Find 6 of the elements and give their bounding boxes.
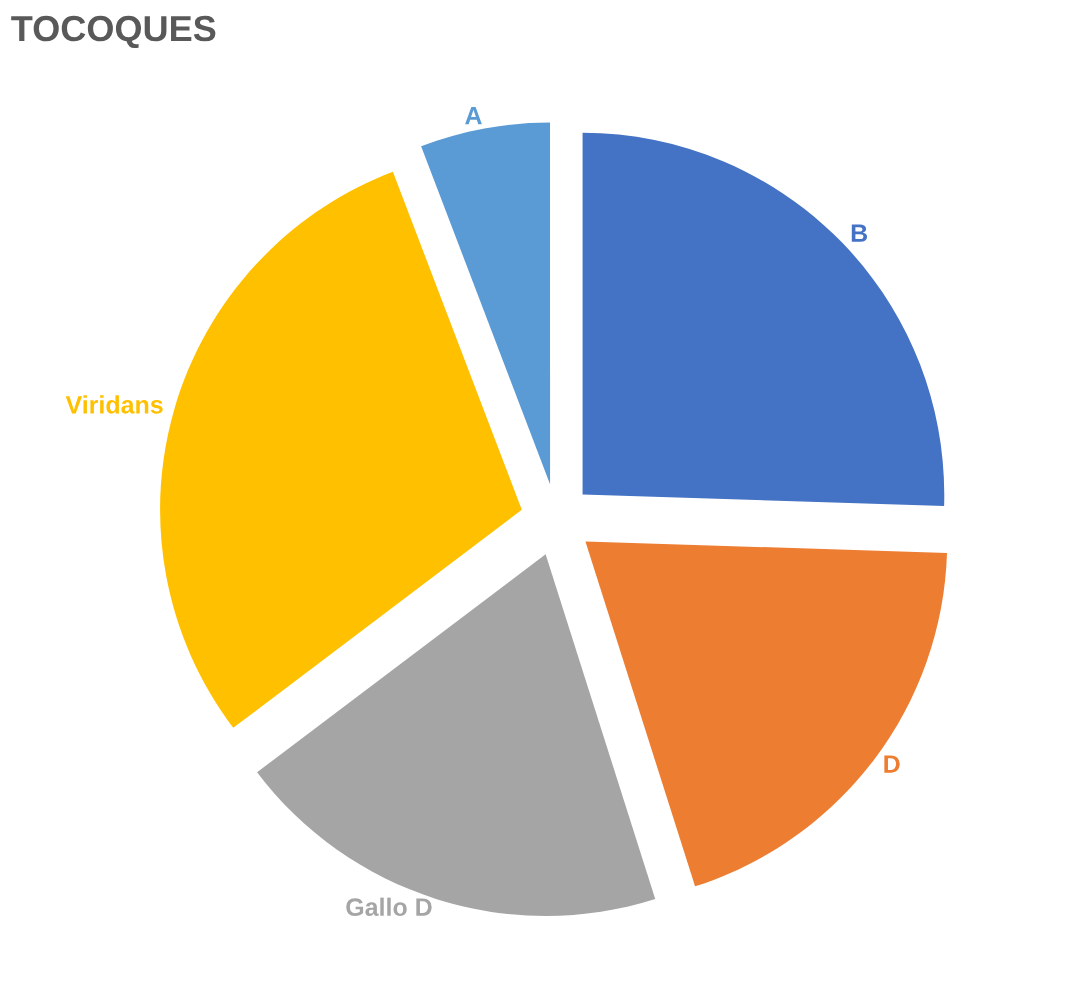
slice-label: D xyxy=(884,755,900,773)
slice-label: Viridans xyxy=(65,395,163,414)
slice-label: Gallo D xyxy=(346,897,432,916)
slice-label: B xyxy=(851,224,868,242)
slice-label: A xyxy=(465,107,482,125)
chart-title: TOCOQUES xyxy=(11,15,216,49)
